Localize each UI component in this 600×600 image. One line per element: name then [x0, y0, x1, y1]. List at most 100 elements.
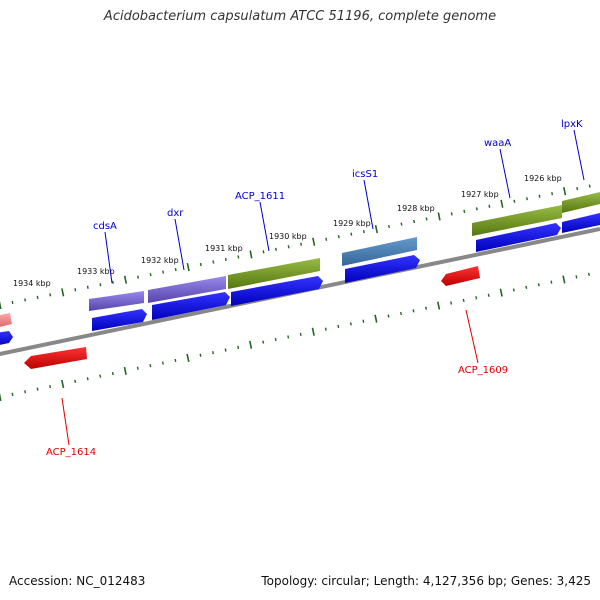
callout-line-ACP_1614: [61, 397, 70, 446]
gene-label-ACP_1614[interactable]: ACP_1614: [46, 447, 96, 458]
tick-mark: [212, 260, 215, 264]
cds-arrow[interactable]: [152, 292, 230, 320]
tick-mark: [563, 187, 567, 196]
gene-label-icsS1[interactable]: icsS1: [352, 169, 378, 180]
tick-mark: [11, 392, 14, 397]
tick-mark: [587, 272, 590, 276]
gene-label-ACP_1611[interactable]: ACP_1611: [235, 191, 285, 202]
gene-feature-ACP_1614[interactable]: [24, 347, 87, 369]
tick-mark: [24, 298, 27, 302]
tick-mark: [538, 194, 541, 198]
tick-mark: [123, 275, 128, 284]
callout-line-ACP_1611: [259, 201, 270, 252]
forward-gene-features: [0, 192, 600, 328]
gene-feature-ACP_1609[interactable]: [441, 266, 480, 286]
tick-label: 1933 kbp: [77, 267, 115, 276]
cds-arrow[interactable]: [92, 309, 147, 331]
tick-mark: [400, 222, 403, 226]
tick-labels: 1934 kbp 1933 kbp 1932 kbp 1931 kbp 1930…: [13, 174, 562, 288]
tick-mark: [499, 288, 503, 297]
tick-mark: [262, 340, 265, 344]
tick-mark: [362, 229, 365, 234]
tick-mark: [11, 300, 14, 305]
tick-mark: [437, 301, 441, 310]
tick-mark: [137, 275, 139, 279]
tick-label: 1934 kbp: [13, 279, 51, 288]
gene-label-ACP_1609[interactable]: ACP_1609: [458, 365, 508, 376]
callout-line-dxr: [174, 218, 185, 271]
gene-feature-ACP_1611[interactable]: [228, 258, 320, 289]
tick-mark: [588, 184, 591, 188]
tick-mark: [24, 390, 27, 394]
tick-mark: [324, 327, 327, 331]
tick-mark: [450, 212, 453, 216]
tick-label: 1927 kbp: [461, 190, 499, 199]
cds-arrow-partial-left[interactable]: [0, 331, 13, 346]
tick-label: 1928 kbp: [397, 204, 435, 213]
tick-label: 1926 kbp: [524, 174, 562, 183]
tick-mark: [437, 212, 441, 221]
gene-feature-icsS1[interactable]: [342, 237, 417, 266]
tick-mark: [0, 301, 2, 310]
cds-arrow[interactable]: [562, 213, 600, 233]
tick-label: 1932 kbp: [141, 256, 179, 265]
tick-mark: [462, 298, 465, 303]
cds-arrow[interactable]: [476, 223, 561, 252]
tick-mark: [576, 186, 579, 191]
tick-mark: [111, 280, 114, 284]
tick-mark: [199, 353, 202, 357]
tick-mark: [99, 283, 102, 287]
gene-feature-cdsA[interactable]: [89, 291, 144, 311]
tick-mark: [575, 275, 578, 279]
tick-mark: [224, 257, 227, 262]
gene-feature-partial-left[interactable]: [0, 313, 12, 328]
callout-line-icsS1: [363, 179, 374, 230]
gene-label-waaA[interactable]: waaA: [484, 138, 511, 149]
tick-mark: [550, 280, 553, 284]
tick-mark: [450, 301, 453, 305]
tick-mark: [275, 247, 277, 251]
tick-mark: [413, 219, 416, 224]
tick-mark: [174, 358, 177, 363]
cds-arrow[interactable]: [231, 276, 323, 306]
tick-mark: [287, 245, 290, 249]
tick-mark: [36, 387, 39, 391]
tick-mark: [349, 322, 352, 326]
gene-label-dxr[interactable]: dxr: [167, 208, 184, 219]
tick-mark: [74, 288, 77, 292]
gene-label-lpxK[interactable]: lpxK: [561, 119, 583, 130]
tick-mark: [425, 217, 428, 221]
tick-mark: [311, 327, 315, 336]
gene-feature-dxr[interactable]: [148, 276, 226, 303]
map-title: Acidobacterium capsulatum ATCC 51196, co…: [103, 9, 497, 24]
tick-mark: [475, 207, 478, 211]
tick-mark: [99, 374, 102, 378]
tick-mark: [350, 232, 353, 236]
tick-mark: [0, 393, 2, 402]
tick-mark: [237, 255, 240, 259]
forward-cds-arrows: [0, 213, 600, 346]
tick-mark: [525, 285, 528, 289]
tick-mark: [186, 353, 190, 362]
reverse-gene-features: [24, 266, 480, 369]
tick-mark: [262, 250, 265, 254]
tick-mark: [537, 283, 540, 287]
tick-mark: [299, 332, 302, 336]
tick-mark: [161, 361, 164, 365]
tick-mark: [425, 306, 428, 310]
tick-mark: [136, 366, 139, 370]
callout-line-lpxK: [573, 129, 585, 181]
gene-labels: cdsA dxr ACP_1611 icsS1 waaA lpxK ACP_16…: [46, 119, 583, 458]
tick-mark: [49, 384, 52, 389]
tick-mark: [274, 337, 277, 342]
gene-label-cdsA[interactable]: cdsA: [93, 221, 117, 232]
tick-mark: [325, 237, 328, 241]
tick-mark: [463, 209, 466, 213]
cds-arrow[interactable]: [345, 255, 420, 283]
callout-line-ACP_1609: [465, 309, 479, 364]
tick-mark: [61, 288, 65, 297]
tick-mark: [123, 366, 127, 375]
accession-text: Accession: NC_012483: [9, 574, 146, 588]
gene-feature-lpxK[interactable]: [562, 192, 600, 213]
gene-feature-waaA[interactable]: [472, 205, 562, 236]
